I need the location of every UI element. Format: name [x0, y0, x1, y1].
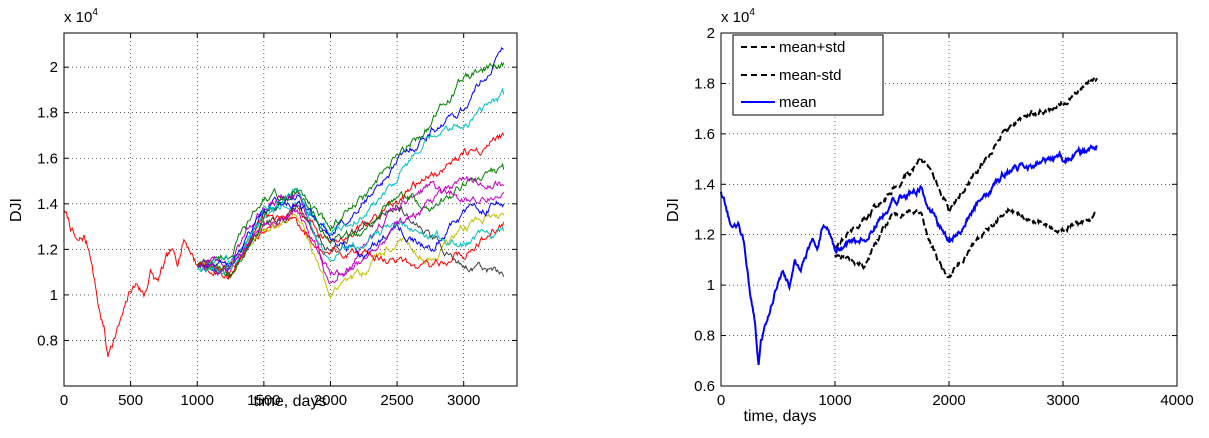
left-simulation-line — [196, 212, 505, 300]
legend-label-mean: mean — [779, 94, 817, 111]
left-simulation-line — [196, 204, 505, 278]
right-y-tick-label: 1.8 — [694, 75, 715, 92]
left-y-tick-label: 1 — [50, 287, 58, 304]
right-series-mean-std — [834, 206, 1098, 279]
right-y-tick-label: 1.6 — [694, 126, 715, 143]
left-x-tick-label: 1000 — [181, 392, 214, 409]
right-x-tick-label: 0 — [717, 392, 725, 409]
left-y-tick-label: 1.4 — [37, 196, 58, 213]
right-legend: mean+std mean-std mean — [732, 34, 884, 116]
left-x-tick-label: 1500 — [247, 392, 280, 409]
left-series-group — [63, 46, 505, 358]
right-x-axis-label: time, days — [744, 408, 817, 425]
left-history-line — [63, 210, 198, 358]
right-chart: 0 1000 2000 3000 4000 0.6 0.8 1 1.2 1.4 1.6 1.8 2 x … — [665, 7, 1194, 425]
left-simulation-line — [196, 61, 505, 266]
left-x-axis-label: time, days — [254, 393, 327, 410]
left-simulation-line — [197, 162, 505, 279]
right-y-tick-label: 0.6 — [694, 378, 715, 395]
left-y-multiplier: x 104 — [64, 7, 98, 26]
right-x-tick-label: 3000 — [1046, 392, 1079, 409]
left-y-tick-label: 1.8 — [37, 105, 58, 122]
right-series-group — [720, 75, 1098, 366]
left-simulation-line — [196, 187, 505, 275]
right-y-axis-label: DJI — [665, 198, 682, 222]
right-y-tick-label: 1.4 — [694, 176, 715, 193]
left-simulation-line — [196, 175, 505, 277]
left-y-tick-label: 1.2 — [37, 241, 58, 258]
right-y-tick-label: 2 — [707, 25, 715, 42]
left-x-tick-label: 500 — [118, 392, 143, 409]
left-grid — [64, 33, 517, 386]
left-simulation-line — [196, 131, 505, 279]
left-chart: 0 500 1000 1500 2000 2500 3000 0.8 1 1.2 1.4 1.6 1.8… — [8, 7, 518, 410]
left-x-tick-label: 0 — [60, 392, 68, 409]
left-tick-group: 0 500 1000 1500 2000 2500 3000 0.8 1 1.2 1.4 1.6 1.8… — [37, 33, 517, 409]
left-y-tick-label: 0.8 — [37, 332, 58, 349]
legend-label-mean-plus-std: mean+std — [779, 39, 845, 56]
right-y-tick-label: 1 — [707, 277, 715, 294]
left-x-tick-label: 2000 — [314, 392, 347, 409]
right-series-mean — [720, 144, 1098, 366]
legend-label-mean-minus-std: mean-std — [779, 67, 842, 84]
right-x-tick-label: 1000 — [818, 392, 851, 409]
right-y-tick-label: 1.2 — [694, 227, 715, 244]
right-x-tick-label: 4000 — [1160, 392, 1193, 409]
right-y-tick-label: 0.8 — [694, 328, 715, 345]
left-simulation-line — [196, 200, 505, 269]
right-series-mean-plus-std — [835, 75, 1098, 249]
right-x-tick-label: 2000 — [932, 392, 965, 409]
right-y-multiplier: x 104 — [721, 7, 755, 26]
left-x-tick-label: 2500 — [380, 392, 413, 409]
left-y-axis-label: DJI — [8, 198, 25, 222]
left-x-tick-label: 3000 — [447, 392, 480, 409]
left-simulation-line — [196, 87, 505, 272]
left-plot-frame — [63, 32, 518, 387]
right-tick-group: 0 1000 2000 3000 4000 0.6 0.8 1 1.2 1.4 1.6 1.8 2 — [694, 25, 1194, 409]
left-y-tick-label: 2 — [50, 59, 58, 76]
left-y-tick-label: 1.6 — [37, 150, 58, 167]
